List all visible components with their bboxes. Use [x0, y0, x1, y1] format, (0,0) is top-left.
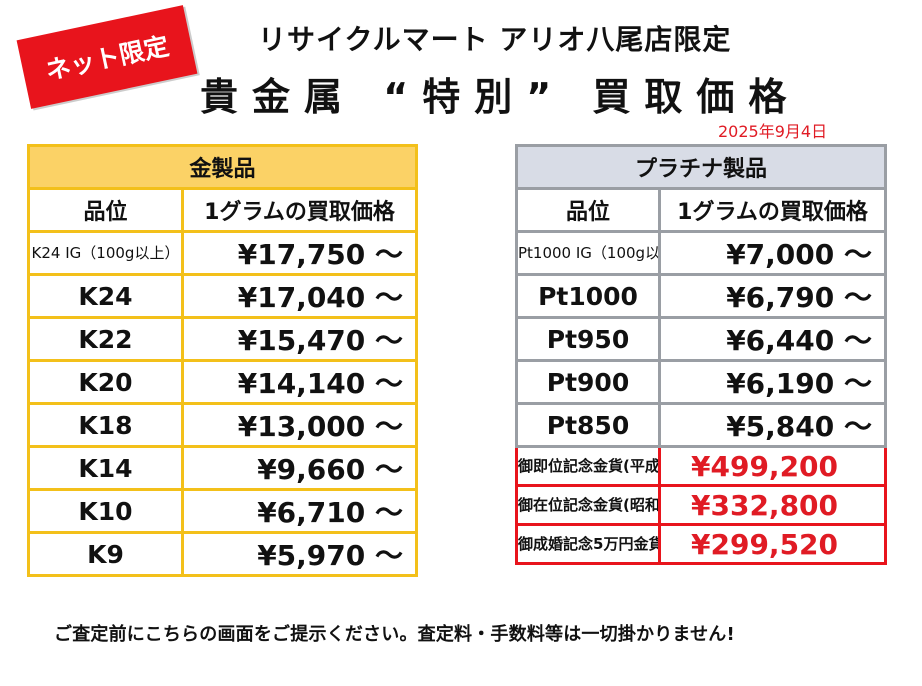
coin-name-cell: 御即位記念金貨(平成): [515, 445, 661, 487]
price-cell: ¥6,710 ～: [180, 488, 419, 534]
date-label: 2025年9月4日: [718, 122, 828, 141]
table-row: K22 ¥15,470 ～: [27, 316, 419, 362]
gold-price-table: 金製品 品位 1グラムの買取価格 K24 IG（100g以上） ¥17,750 …: [26, 144, 419, 577]
platinum-table-title: プラチナ製品: [514, 144, 888, 190]
grade-cell: K24: [27, 273, 184, 319]
grade-cell: Pt900: [515, 359, 661, 405]
platinum-price-table: プラチナ製品 品位 1グラムの買取価格 Pt1000 IG（100g以上） ¥7…: [514, 144, 888, 565]
price-cell: ¥6,440 ～: [657, 316, 888, 362]
grade-cell: K20: [27, 359, 184, 405]
coin-name-cell: 御成婚記念5万円金貨: [515, 523, 661, 565]
price-cell: ¥14,140 ～: [180, 359, 419, 405]
table-row: K18 ¥13,000 ～: [27, 402, 419, 448]
price-cell: ¥13,000 ～: [180, 402, 419, 448]
coin-row: 御在位記念金貨(昭和) ¥332,800: [515, 484, 888, 526]
table-row: K10 ¥6,710 ～: [27, 488, 419, 534]
table-row: Pt1000 ¥6,790 ～: [515, 273, 888, 319]
gold-col-price: 1グラムの買取価格: [180, 187, 419, 233]
table-row: K24 IG（100g以上） ¥17,750 ～: [27, 230, 419, 276]
grade-cell: K10: [27, 488, 184, 534]
store-title: リサイクルマート アリオ八尾店限定: [258, 23, 732, 56]
gold-col-grade: 品位: [27, 187, 184, 233]
page-headline: 貴金属 “特別” 買取価格: [200, 75, 801, 119]
grade-cell: Pt1000 IG（100g以上）: [515, 230, 661, 276]
table-row: Pt850 ¥5,840 ～: [515, 402, 888, 448]
table-row: K24 ¥17,040 ～: [27, 273, 419, 319]
price-cell: ¥5,970 ～: [180, 531, 419, 577]
grade-cell: K18: [27, 402, 184, 448]
grade-cell: Pt950: [515, 316, 661, 362]
coin-row: 御成婚記念5万円金貨 ¥299,520: [515, 523, 888, 565]
net-limited-badge: ネット限定: [16, 5, 198, 109]
coin-price-cell: ¥332,800: [657, 484, 888, 526]
platinum-col-price: 1グラムの買取価格: [657, 187, 888, 233]
coin-row: 御即位記念金貨(平成) ¥499,200: [515, 445, 888, 487]
grade-cell: K9: [27, 531, 184, 577]
price-cell: ¥6,190 ～: [657, 359, 888, 405]
table-row: K20 ¥14,140 ～: [27, 359, 419, 405]
badge-text: ネット限定: [43, 31, 172, 86]
gold-table-title: 金製品: [26, 144, 419, 190]
grade-cell: K14: [27, 445, 184, 491]
grade-cell: K24 IG（100g以上）: [27, 230, 184, 276]
price-cell: ¥6,790 ～: [657, 273, 888, 319]
price-cell: ¥17,750 ～: [180, 230, 419, 276]
price-cell: ¥7,000 ～: [657, 230, 888, 276]
grade-cell: K22: [27, 316, 184, 362]
coin-price-cell: ¥499,200: [657, 445, 888, 487]
grade-cell: Pt850: [515, 402, 661, 448]
price-cell: ¥17,040 ～: [180, 273, 419, 319]
price-cell: ¥9,660 ～: [180, 445, 419, 491]
coin-price-cell: ¥299,520: [657, 523, 888, 565]
table-row: K14 ¥9,660 ～: [27, 445, 419, 491]
table-row: Pt950 ¥6,440 ～: [515, 316, 888, 362]
grade-cell: Pt1000: [515, 273, 661, 319]
coin-name-cell: 御在位記念金貨(昭和): [515, 484, 661, 526]
price-cell: ¥5,840 ～: [657, 402, 888, 448]
table-row: K9 ¥5,970 ～: [27, 531, 419, 577]
price-cell: ¥15,470 ～: [180, 316, 419, 362]
platinum-col-grade: 品位: [515, 187, 661, 233]
table-row: Pt900 ¥6,190 ～: [515, 359, 888, 405]
table-row: Pt1000 IG（100g以上） ¥7,000 ～: [515, 230, 888, 276]
footer-notice: ご査定前にこちらの画面をご提示ください。査定料・手数料等は一切掛かりません!: [54, 624, 735, 645]
